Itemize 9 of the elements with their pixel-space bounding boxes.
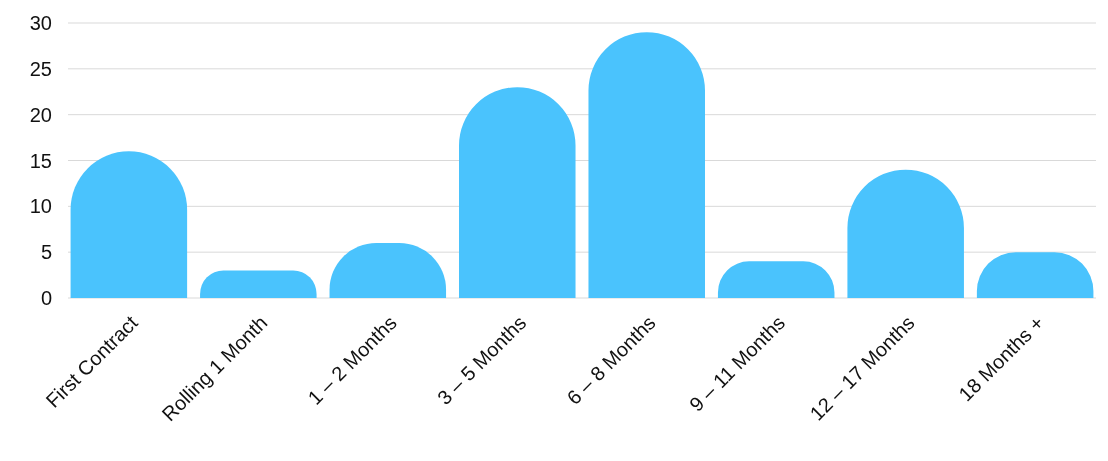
bar bbox=[459, 87, 576, 298]
y-tick-label: 15 bbox=[29, 149, 52, 172]
y-tick-label: 5 bbox=[40, 241, 52, 264]
y-tick-label: 10 bbox=[29, 195, 52, 218]
y-tick-label: 20 bbox=[29, 103, 52, 126]
bar bbox=[588, 32, 705, 298]
y-tick-label: 25 bbox=[29, 57, 52, 80]
y-tick-label: 30 bbox=[29, 12, 52, 34]
y-tick-label: 0 bbox=[40, 287, 52, 309]
